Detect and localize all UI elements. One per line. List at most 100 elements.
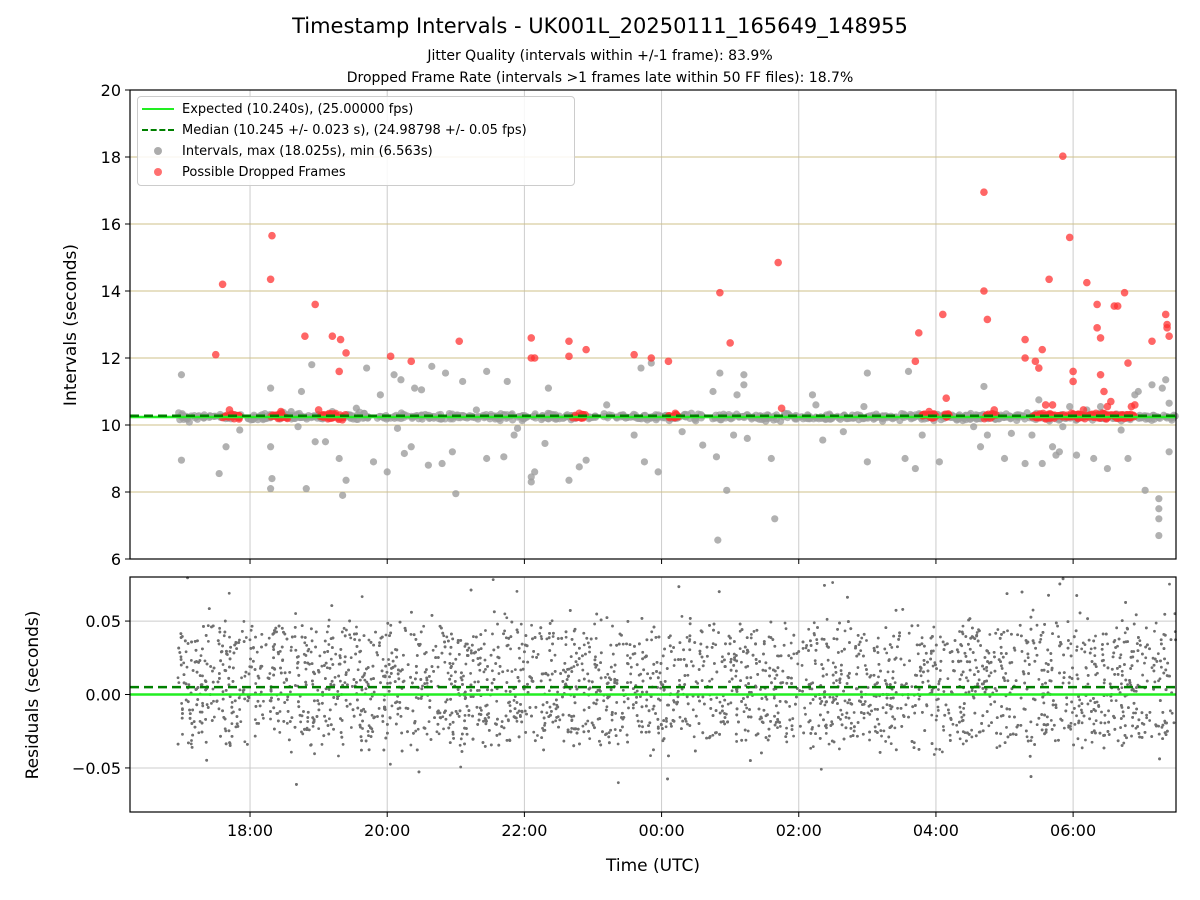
residual-point: [520, 709, 524, 713]
residual-point: [1013, 715, 1016, 719]
residual-point: [587, 679, 591, 683]
residual-point: [1103, 678, 1106, 682]
residual-point: [469, 672, 473, 675]
interval-point: [582, 456, 590, 464]
residual-point: [656, 717, 660, 721]
residual-point: [802, 731, 806, 735]
residual-point: [190, 640, 193, 644]
residual-point: [831, 673, 835, 677]
dropped-frame-point: [336, 335, 345, 344]
residual-point: [244, 636, 248, 639]
residual-point: [718, 732, 721, 736]
residual-point: [734, 674, 738, 678]
residual-point: [180, 702, 184, 705]
residual-point: [551, 642, 554, 646]
residual-point: [490, 669, 494, 673]
residual-point: [738, 647, 742, 651]
residual-point: [574, 660, 578, 664]
residual-point: [625, 642, 628, 646]
residual-point: [734, 654, 738, 657]
residual-point: [776, 666, 780, 670]
residual-point: [790, 728, 794, 731]
residual-point: [769, 620, 773, 624]
residual-point: [1087, 638, 1091, 642]
residual-point: [594, 637, 598, 640]
interval-point: [1158, 384, 1166, 392]
residual-point: [469, 689, 473, 692]
dropped-frame-point: [386, 352, 395, 361]
residual-point: [958, 737, 962, 741]
residual-point: [530, 676, 533, 680]
residual-point: [486, 688, 489, 692]
residual-point: [1150, 666, 1154, 670]
residual-point: [181, 712, 184, 715]
residual-point: [432, 669, 436, 673]
dropped-frame-point: [407, 357, 416, 366]
interval-point: [339, 491, 347, 499]
residual-point: [647, 724, 650, 728]
residual-point: [700, 679, 704, 682]
residual-point: [456, 641, 460, 644]
residual-point: [360, 595, 364, 599]
residual-point: [185, 665, 189, 669]
residual-point: [228, 649, 232, 653]
residual-point: [358, 713, 362, 717]
residual-point: [896, 706, 899, 710]
residual-point: [975, 631, 979, 634]
residual-point: [883, 647, 887, 651]
residual-point: [885, 703, 889, 706]
residual-point: [985, 710, 989, 713]
residual-point: [935, 714, 939, 718]
interval-point: [740, 381, 748, 389]
residual-point: [738, 629, 742, 633]
interval-point: [177, 371, 186, 379]
dropped-frame-point: [942, 394, 951, 403]
residual-point: [419, 678, 423, 681]
residual-point: [1148, 711, 1152, 714]
interval-point: [976, 443, 985, 451]
residual-point: [1122, 741, 1126, 745]
residual-point: [277, 652, 280, 656]
residual-point: [951, 660, 955, 663]
residual-point: [355, 698, 359, 702]
residual-point: [961, 624, 965, 628]
residual-point: [311, 716, 315, 720]
residual-point: [261, 716, 265, 720]
residual-point: [729, 668, 733, 672]
residual-point: [694, 680, 698, 683]
interval-point: [311, 438, 319, 446]
residual-point: [201, 674, 204, 678]
residual-point: [582, 643, 586, 647]
residual-point: [849, 734, 853, 738]
residual-point: [388, 762, 392, 766]
residual-point: [332, 683, 336, 687]
residual-point: [271, 632, 275, 636]
residual-point: [1083, 643, 1087, 646]
residual-point: [442, 727, 445, 731]
residual-point: [415, 654, 419, 657]
residual-point: [663, 679, 667, 683]
residual-point: [641, 650, 645, 654]
residual-point: [921, 680, 925, 684]
residual-point: [177, 646, 181, 650]
residual-point: [491, 578, 495, 581]
residual-point: [374, 630, 377, 634]
residual-point: [717, 631, 720, 634]
residual-point: [358, 638, 361, 642]
residual-point: [552, 702, 556, 706]
residual-point: [516, 711, 519, 715]
residual-point: [1032, 641, 1036, 645]
residual-point: [520, 720, 524, 724]
residual-point: [506, 669, 510, 673]
residual-point: [416, 727, 420, 731]
residual-point: [307, 647, 311, 651]
interval-point: [1007, 429, 1015, 437]
residual-point: [804, 678, 808, 682]
residual-point: [765, 697, 769, 701]
residual-point: [356, 668, 360, 672]
residual-point: [902, 715, 906, 718]
residual-point: [751, 653, 755, 657]
interval-point: [441, 369, 450, 377]
residual-point: [672, 646, 675, 649]
residual-point: [865, 639, 868, 642]
